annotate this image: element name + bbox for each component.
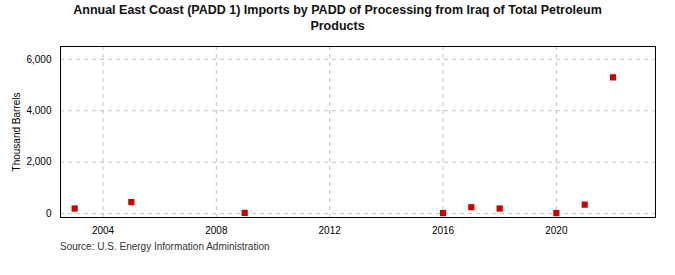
svg-text:2012: 2012: [319, 225, 342, 236]
svg-text:2004: 2004: [92, 225, 115, 236]
svg-text:6,000: 6,000: [26, 54, 51, 65]
svg-text:2020: 2020: [545, 225, 568, 236]
svg-text:Thousand Barrels: Thousand Barrels: [11, 93, 22, 172]
svg-text:4,000: 4,000: [26, 105, 51, 116]
svg-text:2,000: 2,000: [26, 157, 51, 168]
svg-text:0: 0: [46, 208, 52, 219]
html-text:Source: U.S. Energy Informatio: Source: U.S. Energy Information Administ…: [60, 241, 270, 253]
svg-text:2008: 2008: [205, 225, 228, 236]
html-text:Annual East Coast (PADD 1) Imp: Annual East Coast (PADD 1) Imports by PA…: [73, 3, 602, 33]
svg-text:2016: 2016: [432, 225, 455, 236]
